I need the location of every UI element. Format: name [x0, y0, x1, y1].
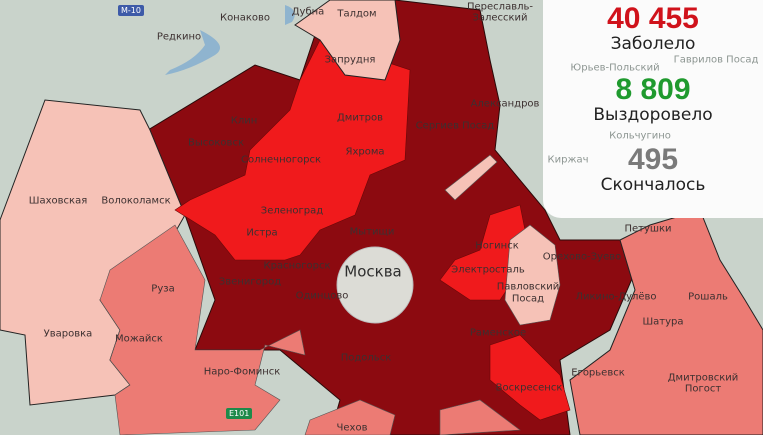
- district-low-pavlovsky-posad[interactable]: [504, 224, 561, 326]
- label-yakhroma: Яхрома: [345, 146, 385, 158]
- label-roshal: Рошаль: [688, 291, 728, 303]
- label-volokolamsk: Волоколамск: [101, 195, 171, 207]
- district-low-taldom[interactable]: [294, 0, 401, 81]
- label-orekhovo-zuevo: Орехово-Зуево: [542, 251, 622, 263]
- infected-label: Заболело: [610, 34, 696, 54]
- label-yuryev-polsky: Юрьев-Польский: [570, 62, 660, 74]
- district-high-north[interactable]: [174, 39, 411, 261]
- label-pereslavl-2: Залесский: [472, 12, 528, 24]
- district-medium-chekhov[interactable]: [304, 399, 396, 435]
- label-gavrilov-posad: Гаврилов Посад: [673, 54, 759, 66]
- label-chekhov: Чехов: [336, 422, 368, 434]
- label-zvenigorod: Звенигород: [218, 276, 282, 288]
- label-elektrostal: Электросталь: [451, 264, 525, 276]
- label-zaprudnya: Запрудня: [324, 54, 376, 66]
- label-ruza: Руза: [151, 283, 175, 295]
- recovered-count: 8 809: [615, 73, 691, 106]
- label-kolchugino: Кольчугино: [609, 130, 671, 142]
- infected-count: 40 455: [607, 2, 699, 35]
- label-shatura: Шатура: [642, 316, 684, 328]
- label-kirzhach: Киржач: [547, 154, 589, 166]
- label-redkino: Редкино: [156, 31, 202, 43]
- label-petushki: Петушки: [624, 223, 672, 235]
- label-dmitrovsky-pogost-2: Погост: [684, 383, 722, 395]
- label-egoryevsk: Егорьевск: [571, 367, 625, 379]
- moscow-city[interactable]: [336, 246, 414, 324]
- label-taldom: Талдом: [337, 8, 377, 20]
- recovered-label: Выздоровело: [593, 105, 713, 125]
- label-mozhaysk: Можайск: [115, 333, 163, 345]
- label-klin: Клин: [230, 115, 258, 127]
- label-noginsk: Ногинск: [475, 240, 519, 252]
- label-solnechnogorsk: Солнечногорск: [240, 154, 322, 166]
- label-dubna: Дубна: [291, 6, 325, 18]
- label-dmitrov: Дмитров: [336, 112, 384, 124]
- label-istra: Истра: [246, 227, 278, 239]
- label-zelenograd: Зеленоград: [260, 205, 324, 217]
- label-konakovo: Конаково: [219, 12, 271, 24]
- district-medium-south[interactable]: [439, 399, 521, 435]
- label-dmitrovsky-pogost-1: Дмитровский: [667, 372, 739, 384]
- road-shield-m10: M-10: [118, 5, 144, 16]
- label-odintsovo: Одинцово: [295, 290, 349, 302]
- label-vysokovsk: Высоковск: [188, 137, 244, 149]
- stats-card: 40 455 Заболело 8 809 Выздоровело 495 Ск…: [543, 0, 763, 218]
- label-voskresensk: Воскресенск: [495, 382, 563, 394]
- label-shakhovskaya: Шаховская: [28, 195, 88, 207]
- district-low-corridor[interactable]: [444, 154, 498, 201]
- label-aleksandrov: Александров: [470, 98, 540, 110]
- label-krasnogorsk: Красногорск: [263, 260, 331, 272]
- water-bodies: [165, 5, 295, 75]
- road-shield-e101: E101: [226, 408, 253, 419]
- label-sergiev-posad: Сергиев Посад: [415, 120, 495, 132]
- deaths-label: Скончалось: [600, 175, 706, 195]
- label-podolsk: Подольск: [340, 352, 392, 364]
- label-likino-dulevo: Ликино-Дулёво: [575, 291, 657, 303]
- label-uvarovka: Уваровка: [43, 328, 93, 340]
- label-ramenskoye: Раменское: [469, 327, 527, 339]
- label-moscow: Москва: [344, 262, 402, 281]
- district-medium-ruza[interactable]: [99, 224, 306, 435]
- district-high-voskresensk[interactable]: [489, 334, 571, 421]
- deaths-count: 495: [627, 143, 679, 176]
- label-naro-fominsk: Наро-Фоминск: [203, 366, 281, 378]
- label-pavlovsky-posad-2: Посад: [511, 293, 545, 305]
- label-pavlovsky-posad-1: Павловский: [496, 281, 560, 293]
- label-mytishchi: Мытищи: [349, 226, 395, 238]
- label-pereslavl-1: Переславль-: [467, 1, 533, 13]
